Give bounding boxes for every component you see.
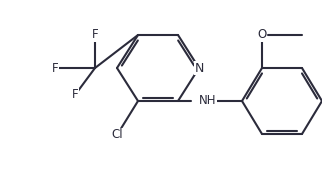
Text: F: F — [72, 89, 78, 102]
Text: NH: NH — [199, 94, 216, 108]
Text: N: N — [194, 62, 204, 75]
Text: F: F — [92, 28, 98, 41]
Text: O: O — [257, 28, 267, 41]
Text: Cl: Cl — [111, 129, 123, 142]
Text: F: F — [52, 62, 58, 75]
